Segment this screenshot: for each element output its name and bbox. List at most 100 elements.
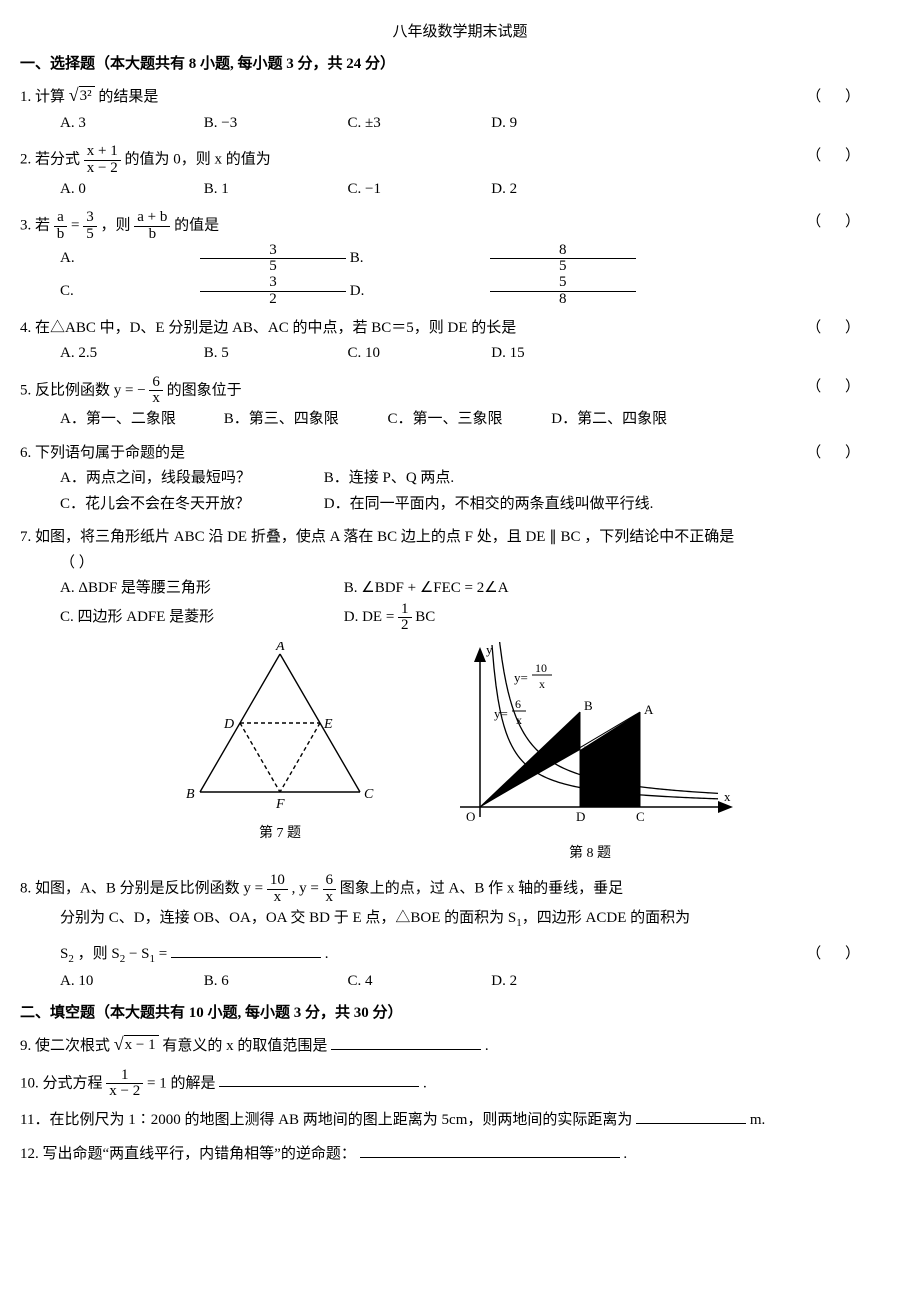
figure-7: A B C D E F 第 7 题 [180, 642, 380, 865]
radical-icon: √ [69, 86, 79, 104]
q4-opt-b: B. 5 [204, 341, 344, 367]
q2-post: 的值为 0，则 x 的值为 [124, 152, 270, 168]
q1-opt-a: A. 3 [60, 111, 200, 137]
section-2-head: 二、填空题（本大题共有 10 小题, 每小题 3 分，共 30 分） [20, 1001, 900, 1027]
q4: （ ） 4. 在△ABC 中，D、E 分别是边 AB、AC 的中点，若 BC＝5… [20, 316, 900, 342]
figure-8: Oxy10xy=6xy=ABCDE 第 8 题 [440, 642, 740, 865]
svg-text:C: C [364, 787, 374, 802]
sqrt-expr: √x − 1 [114, 1035, 159, 1054]
q5-pre: 5. 反比例函数 y = − [20, 382, 146, 398]
q8-line2: 分别为 C、D，连接 OB、OA，OA 交 BD 于 E 点，△BOE 的面积为… [20, 906, 900, 933]
svg-text:x: x [539, 677, 545, 691]
svg-text:C: C [636, 809, 645, 824]
q2-opt-b: B. 1 [204, 177, 344, 203]
q7-opt-a: A. ΔBDF 是等腰三角形 [60, 576, 340, 602]
fraction: 6x [323, 873, 337, 906]
svg-text:x: x [516, 713, 522, 727]
q4-opt-c: C. 10 [348, 341, 488, 367]
svg-text:y=: y= [494, 706, 508, 721]
q8-opt-d: D. 2 [491, 969, 631, 995]
q2-opt-d: D. 2 [491, 177, 631, 203]
fraction: ab [54, 210, 68, 243]
q1-options: A. 3 B. −3 C. ±3 D. 9 [20, 111, 900, 137]
answer-bracket: （ ） [806, 144, 870, 170]
fraction: 10x [267, 873, 288, 906]
q8-options: A. 10 B. 6 C. 4 D. 2 [20, 969, 900, 995]
q8-line3: （ ） S2 ，则 S2 − S1 = . [20, 942, 900, 969]
q6-options: A．两点之间，线段最短吗？ B．连接 P、Q 两点. C．花儿会不会在冬天开放？… [20, 466, 900, 517]
fraction: a + bb [134, 210, 170, 243]
q3-opt-d: D. 58 [350, 275, 636, 308]
q7-options: A. ΔBDF 是等腰三角形 B. ∠BDF + ∠FEC = 2∠A C. 四… [20, 576, 900, 634]
q7: 7. 如图，将三角形纸片 ABC 沿 DE 折叠，使点 A 落在 BC 边上的点… [20, 525, 900, 576]
q3-post: 的值是 [174, 218, 219, 234]
fig7-caption: 第 7 题 [180, 822, 380, 846]
q5-opt-b: B．第三、四象限 [224, 407, 384, 433]
q6-opt-b: B．连接 P、Q 两点. [324, 470, 454, 486]
q8-opt-b: B. 6 [204, 969, 344, 995]
q5-post: 的图象位于 [167, 382, 242, 398]
q7-stem: 7. 如图，将三角形纸片 ABC 沿 DE 折叠，使点 A 落在 BC 边上的点… [20, 529, 734, 545]
q6-opt-d: D．在同一平面内，不相交的两条直线叫做平行线. [324, 496, 654, 512]
blank [331, 1034, 481, 1050]
q7-opt-c: C. 四边形 ADFE 是菱形 [60, 605, 340, 631]
q8-opt-a: A. 10 [60, 969, 200, 995]
q1: （ ） 1. 计算 √3² 的结果是 [20, 85, 900, 111]
q8-pre: 8. 如图，A、B 分别是反比例函数 y = [20, 881, 267, 897]
q5-options: A．第一、二象限 B．第三、四象限 C．第一、三象限 D．第二、四象限 [20, 407, 900, 433]
answer-bracket: （ ） [806, 210, 870, 236]
q2: （ ） 2. 若分式 x + 1x − 2 的值为 0，则 x 的值为 [20, 144, 900, 177]
svg-text:F: F [275, 797, 285, 812]
svg-text:D: D [223, 717, 234, 732]
svg-text:B: B [584, 698, 593, 713]
fig8-svg: Oxy10xy=6xy=ABCDE [440, 642, 740, 832]
q5-opt-d: D．第二、四象限 [551, 407, 711, 433]
fig8-caption: 第 8 题 [440, 842, 740, 866]
q5: （ ） 5. 反比例函数 y = − 6x 的图象位于 [20, 375, 900, 408]
fraction: x + 1x − 2 [84, 144, 121, 177]
q1-stem-post: 的结果是 [98, 89, 158, 105]
section-1-head: 一、选择题（本大题共有 8 小题, 每小题 3 分，共 24 分） [20, 52, 900, 78]
svg-text:A: A [275, 642, 285, 654]
fraction: 35 [83, 210, 97, 243]
answer-bracket: （ ） [806, 942, 870, 968]
q3-mid: ，则 [100, 218, 134, 234]
q4-opt-a: A. 2.5 [60, 341, 200, 367]
q2-opt-a: A. 0 [60, 177, 200, 203]
blank [171, 942, 321, 958]
svg-text:D: D [576, 809, 585, 824]
q10: 10. 分式方程 1x − 2 = 1 的解是 . [20, 1068, 900, 1101]
svg-text:x: x [724, 789, 731, 804]
page-title: 八年级数学期末试题 [20, 20, 900, 46]
q3-opt-b: B. 85 [350, 243, 636, 276]
q1-stem-pre: 1. 计算 [20, 89, 65, 105]
q4-options: A. 2.5 B. 5 C. 10 D. 15 [20, 341, 900, 367]
q2-options: A. 0 B. 1 C. −1 D. 2 [20, 177, 900, 203]
q6-opt-a: A．两点之间，线段最短吗？ [60, 466, 320, 492]
q1-opt-c: C. ±3 [348, 111, 488, 137]
q5-opt-a: A．第一、二象限 [60, 407, 220, 433]
blank [219, 1071, 419, 1087]
svg-text:6: 6 [515, 697, 521, 711]
q7-opt-b: B. ∠BDF + ∠FEC = 2∠A [344, 580, 509, 596]
q4-opt-d: D. 15 [491, 341, 631, 367]
q1-opt-d: D. 9 [491, 111, 631, 137]
svg-text:O: O [466, 809, 475, 824]
radical-icon: √ [114, 1035, 124, 1053]
figure-row: ABCDEF 第 7 题 Oxy10xy=6xy=ABCDE 第 8 题 [20, 642, 900, 865]
svg-text:B: B [186, 787, 195, 802]
q12: 12. 写出命题“两直线平行，内错角相等”的逆命题： . [20, 1142, 900, 1168]
svg-text:y=: y= [514, 670, 528, 685]
q5-opt-c: C．第一、三象限 [388, 407, 548, 433]
q1-opt-b: B. −3 [204, 111, 344, 137]
blank [636, 1108, 746, 1124]
q3-pre: 3. 若 [20, 218, 54, 234]
q3: （ ） 3. 若 ab = 35 ，则 a + bb 的值是 [20, 210, 900, 243]
q6-stem: 6. 下列语句属于命题的是 [20, 445, 185, 461]
q8-opt-c: C. 4 [348, 969, 488, 995]
svg-text:E: E [323, 717, 333, 732]
svg-text:E: E [584, 743, 592, 758]
fraction: 6x [149, 375, 163, 408]
q4-stem: 4. 在△ABC 中，D、E 分别是边 AB、AC 的中点，若 BC＝5，则 D… [20, 320, 516, 336]
answer-bracket: （ ） [60, 555, 94, 571]
